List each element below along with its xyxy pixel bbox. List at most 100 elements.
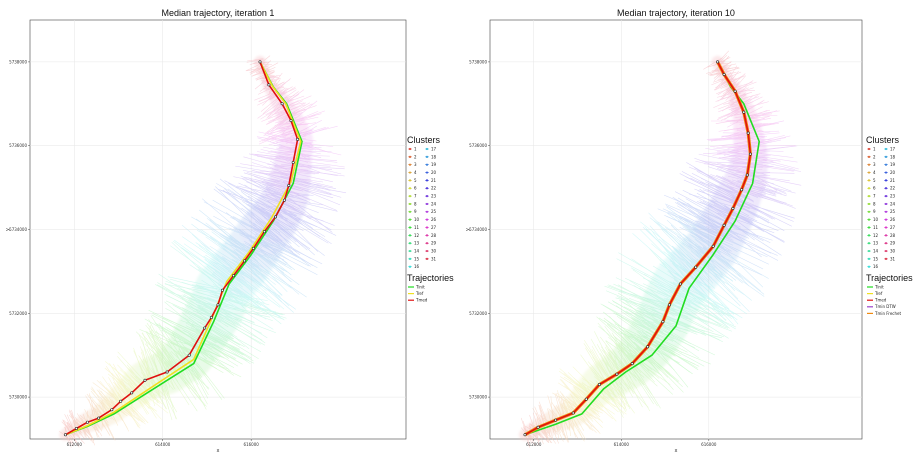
legend-trajectories-title: Trajectories [866, 273, 913, 283]
legend-cluster-marker [408, 226, 412, 229]
legend-cluster-marker [425, 226, 429, 229]
median-point [289, 119, 293, 123]
y-tick-label: 5736000 [469, 143, 487, 148]
median-point [86, 420, 90, 424]
legend-trajectory-label: Tmed [415, 298, 428, 303]
legend-cluster-label: 21 [431, 178, 437, 183]
y-axis-label: y [5, 228, 11, 231]
legend-cluster-marker [867, 257, 871, 260]
legend-cluster-marker [425, 234, 429, 237]
series-line-tinit [65, 61, 303, 436]
legend-cluster-marker [884, 226, 888, 229]
legend-cluster-marker [884, 171, 888, 174]
median-point [209, 315, 213, 319]
legend-cluster-marker [425, 242, 429, 245]
median-point [287, 184, 291, 188]
median-point [296, 137, 300, 141]
legend-clusters-title: Clusters [866, 135, 900, 145]
legend-cluster-label: 16 [873, 264, 879, 269]
median-point [232, 274, 236, 278]
legend-cluster-marker [884, 210, 888, 213]
median-point [74, 426, 78, 430]
legend-cluster-label: 30 [431, 248, 437, 253]
y-tick-label: 5730000 [9, 395, 27, 400]
legend-cluster-label: 23 [431, 194, 437, 199]
median-point [584, 397, 588, 401]
y-tick-label: 5738000 [9, 59, 27, 64]
legend-cluster-label: 10 [873, 217, 879, 222]
x-axis-label: x [217, 448, 220, 454]
legend-cluster-label: 8 [414, 201, 417, 206]
legend-cluster-marker [408, 195, 412, 198]
legend-cluster-label: 11 [414, 225, 420, 230]
legend-cluster-marker [867, 202, 871, 206]
legend-cluster-label: 25 [431, 209, 437, 214]
legend-cluster-label: 12 [414, 233, 420, 238]
legend-cluster-label: 19 [431, 162, 437, 167]
series-line-tinit [524, 61, 760, 436]
legend-cluster-label: 9 [414, 209, 417, 214]
legend-cluster-label: 4 [873, 170, 876, 175]
legend-cluster-label: 26 [890, 217, 896, 222]
legend-cluster-label: 18 [431, 154, 437, 159]
median-point [97, 416, 101, 420]
legend-cluster-label: 14 [873, 248, 879, 253]
legend-cluster-label: 6 [873, 186, 876, 191]
legend-cluster-label: 4 [414, 170, 417, 175]
legend-cluster-label: 7 [873, 194, 876, 199]
median-point [722, 73, 726, 77]
legend-cluster-marker [425, 202, 429, 206]
legend-trajectory-label: Tmin Frechet [874, 311, 901, 316]
median-point [667, 303, 671, 307]
median-point [646, 345, 650, 349]
legend-clusters-title: Clusters [407, 135, 441, 145]
median-point [63, 433, 67, 437]
median-point [523, 433, 527, 437]
legend-cluster-label: 13 [414, 241, 420, 246]
y-tick-label: 5730000 [469, 395, 487, 400]
legend-trajectory-label: Tmed [874, 298, 887, 303]
y-axis-label: y [465, 228, 471, 231]
median-point [282, 198, 286, 202]
legend-cluster-marker [408, 257, 412, 260]
legend-cluster-label: 19 [890, 162, 896, 167]
legend-cluster-marker [408, 234, 412, 237]
y-tick-label: 5734000 [469, 227, 487, 232]
legend-cluster-marker [425, 179, 429, 182]
legend-cluster-label: 7 [414, 194, 417, 199]
legend-cluster-marker [884, 179, 888, 182]
legend-cluster-label: 30 [890, 248, 896, 253]
y-tick-label: 5738000 [469, 59, 487, 64]
legend-cluster-label: 6 [414, 186, 417, 191]
series-line-tmed [524, 61, 752, 436]
legend-cluster-label: 23 [890, 194, 896, 199]
median-point [187, 353, 191, 357]
legend-cluster-label: 31 [431, 256, 437, 261]
x-tick-label: 614000 [155, 442, 171, 447]
legend-cluster-marker [425, 171, 429, 174]
legend-cluster-label: 28 [890, 233, 896, 238]
legend-cluster-label: 24 [431, 201, 437, 206]
legend-cluster-label: 20 [890, 170, 896, 175]
legend-cluster-marker [408, 155, 412, 158]
median-point [258, 60, 262, 64]
legend-cluster-label: 31 [890, 256, 896, 261]
legend-cluster-marker [867, 265, 871, 268]
legend-cluster-label: 29 [431, 241, 437, 246]
median-point [251, 246, 255, 250]
legend-cluster-label: 22 [890, 186, 896, 191]
legend-cluster-marker [867, 147, 871, 151]
median-point [119, 399, 123, 403]
median-point [243, 259, 247, 263]
median-point [267, 83, 271, 87]
legend-cluster-label: 3 [873, 162, 876, 167]
median-point [742, 110, 746, 114]
legend-cluster-label: 8 [873, 201, 876, 206]
median-point [597, 382, 601, 386]
x-tick-label: 616000 [244, 442, 260, 447]
legend-cluster-label: 14 [414, 248, 420, 253]
legend-cluster-marker [867, 179, 871, 182]
median-point [745, 173, 749, 177]
legend-cluster-marker [867, 234, 871, 237]
